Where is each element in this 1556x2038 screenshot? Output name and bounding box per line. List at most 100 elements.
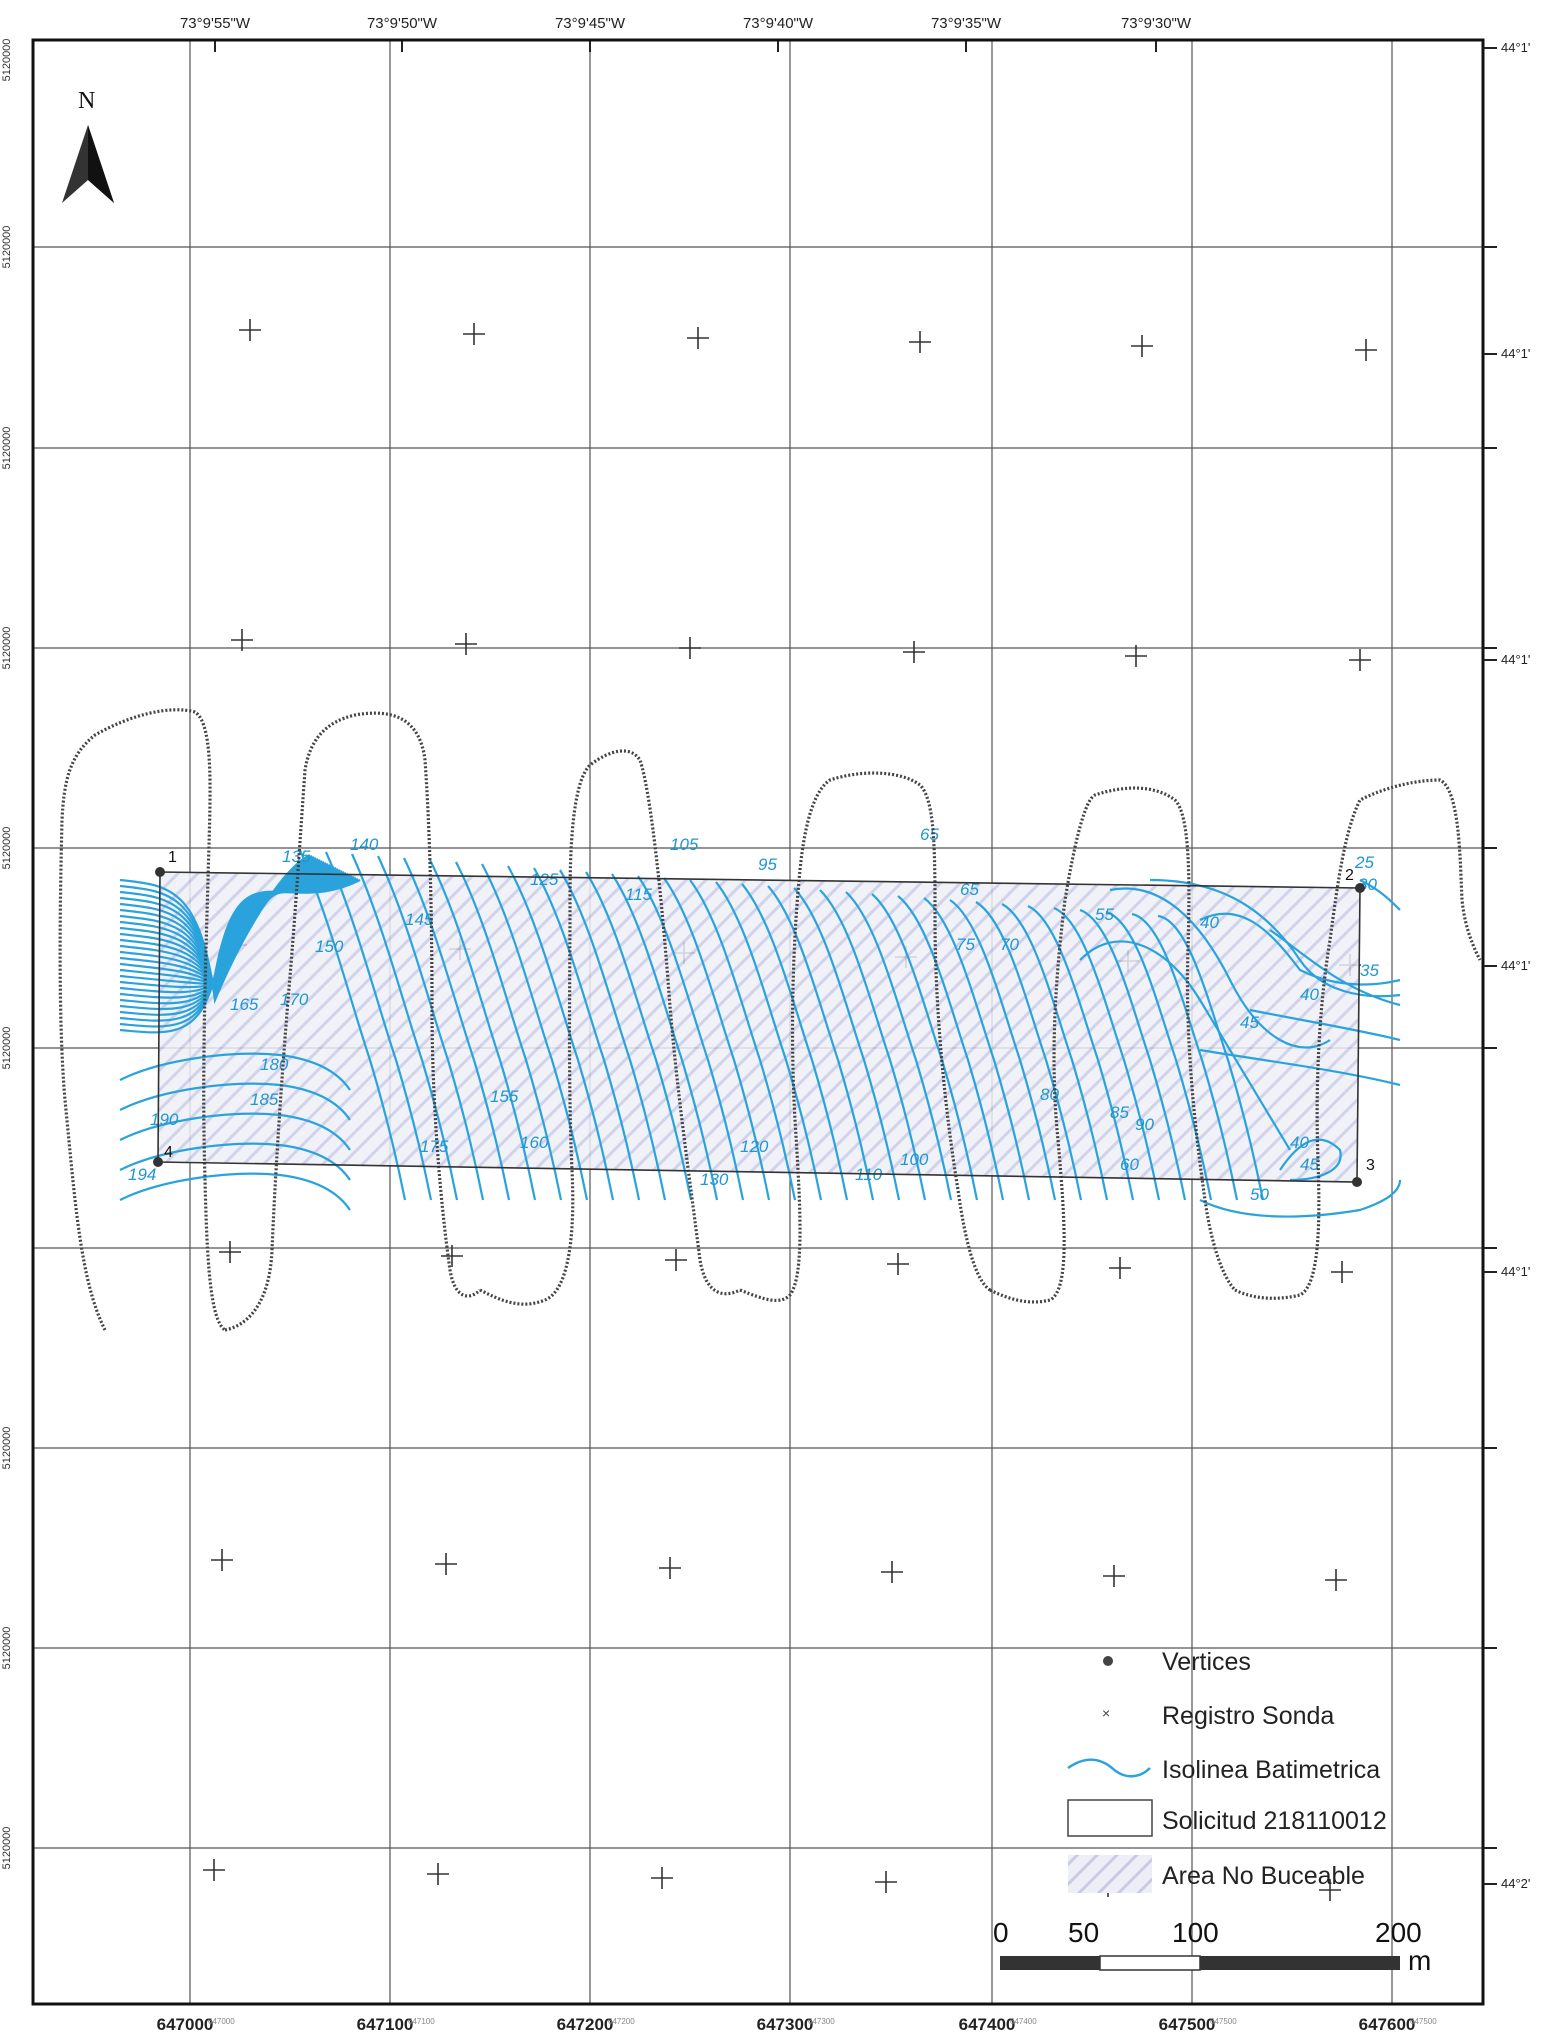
contour-line [975, 901, 1083, 1201]
lat-label: 44°2' [1501, 1876, 1530, 1891]
contour-label: 75 [956, 935, 975, 954]
contour-line [1079, 940, 1291, 1151]
dot-icon [1103, 1656, 1113, 1666]
lat-label: 44°1' [1501, 958, 1530, 973]
vertex-1-label: 1 [168, 849, 177, 866]
lat-label: 44°1' [1501, 40, 1530, 55]
contour-label: 145 [405, 910, 434, 929]
easting-label: 647200 [557, 2015, 614, 2034]
contour-label: 65 [920, 825, 939, 844]
easting-label: 647000 [157, 2015, 214, 2034]
contour-line [819, 889, 927, 1201]
contour-label: 50 [1250, 1185, 1269, 1204]
contour-label: 45 [1300, 1155, 1319, 1174]
scale-label-50: 50 [1068, 1917, 1099, 1948]
contour-line [1199, 1048, 1401, 1087]
contour-label: 105 [670, 835, 699, 854]
contour-label: 70 [1000, 935, 1019, 954]
scale-unit: m [1408, 1945, 1431, 1976]
contour-line [1279, 1138, 1342, 1182]
lat-label: 44°1' [1501, 652, 1530, 667]
map-frame [31, 38, 1485, 2006]
contour-line [663, 877, 771, 1201]
contour-label: 60 [1120, 1155, 1139, 1174]
contour-label: 160 [520, 1133, 549, 1152]
legend-area-no-buceable: Area No Buceable [1162, 1862, 1365, 1890]
contour-line [741, 883, 849, 1201]
contour-label: 65 [960, 880, 979, 899]
contour-label: 90 [1135, 1115, 1154, 1134]
contour-label: 115 [625, 885, 653, 904]
contour-line [897, 895, 1005, 1201]
easting-small-label: 647500 [1210, 2017, 1237, 2026]
contour-line [637, 875, 745, 1201]
contour-line [767, 885, 875, 1201]
northing-label: 5120000 [1, 1027, 13, 1070]
lon-label: 73°9'45"W [555, 15, 626, 32]
contour-label: 55 [1095, 905, 1114, 924]
contour-label: 100 [900, 1150, 929, 1169]
northing-label: 5120000 [1, 1627, 13, 1670]
vertex-2 [1355, 883, 1365, 893]
contour-line [923, 897, 1031, 1201]
easting-small-label: 647200 [608, 2017, 635, 2026]
north-arrow: N [62, 88, 114, 203]
contour-line [324, 851, 433, 1201]
contour-line [611, 873, 719, 1201]
contour-label: 170 [280, 990, 309, 1009]
vertex-3 [1352, 1177, 1362, 1187]
easting-label: 647300 [757, 2015, 814, 2034]
contour-line [429, 859, 537, 1201]
contour-line [845, 891, 953, 1201]
contour-line [507, 865, 615, 1201]
easting-small-label: 647100 [408, 2017, 435, 2026]
easting-small-label: 647300 [808, 2017, 835, 2026]
scale-bar: 0 50 100 200 m [993, 1917, 1431, 1976]
contour-line [481, 863, 589, 1201]
contour-label: 130 [700, 1170, 729, 1189]
easting-label: 647400 [959, 2015, 1016, 2034]
contour-line [377, 855, 485, 1201]
northing-label: 5120000 [1, 1427, 13, 1470]
lon-label: 73°9'55"W [180, 15, 251, 32]
contour-label: 185 [250, 1090, 279, 1109]
contour-line [350, 853, 459, 1201]
x-mark-icon: × [1102, 1705, 1110, 1721]
contour-line [1079, 908, 1187, 1201]
northing-label: 5120000 [1, 39, 13, 82]
contour-line [715, 881, 823, 1201]
contour-line [1199, 1179, 1402, 1218]
northing-label: 5120000 [1, 427, 13, 470]
left-northing-labels: 5120000 5120000 5120000 5120000 5120000 51200… [1, 39, 13, 1870]
contour-label: 155 [490, 1087, 519, 1106]
contour-line [689, 879, 797, 1201]
northing-label: 5120000 [1, 827, 13, 870]
northing-label: 5120000 [1, 1827, 13, 1870]
easting-label: 647100 [357, 2015, 414, 2034]
scale-label-200: 200 [1375, 1917, 1422, 1948]
lon-label: 73°9'35"W [931, 15, 1002, 32]
easting-small-label: 647400 [1010, 2017, 1037, 2026]
vertices-group: 1 2 3 4 [153, 849, 1375, 1187]
contour-line [1001, 903, 1109, 1201]
right-latitude-labels: 44°1' 44°1' 44°1' 44°1' 44°1' 44°2' [1483, 40, 1530, 1891]
scale-label-100: 100 [1172, 1917, 1219, 1948]
contour-label: 150 [315, 937, 344, 956]
contour-line [1249, 1008, 1401, 1042]
legend: Vertices × Registro Sonda Isolinea Batim… [1067, 1648, 1387, 1893]
north-label: N [78, 88, 95, 114]
top-longitude-labels: 73°9'55"W 73°9'50"W 73°9'45"W 73°9'40"W 73°9… [180, 15, 1192, 32]
contour-label: 194 [128, 1165, 156, 1184]
isolineas-batimetricas [119, 849, 1402, 1218]
contour-line [119, 879, 361, 1034]
contour-line [455, 861, 563, 1201]
contour-label: 175 [420, 1137, 449, 1156]
contour-label: 125 [530, 870, 559, 889]
contour-label: 140 [350, 835, 379, 854]
contour-label: 40 [1200, 913, 1219, 932]
lat-label: 44°1' [1501, 1264, 1530, 1279]
easting-label: 647600 [1359, 2015, 1416, 2034]
